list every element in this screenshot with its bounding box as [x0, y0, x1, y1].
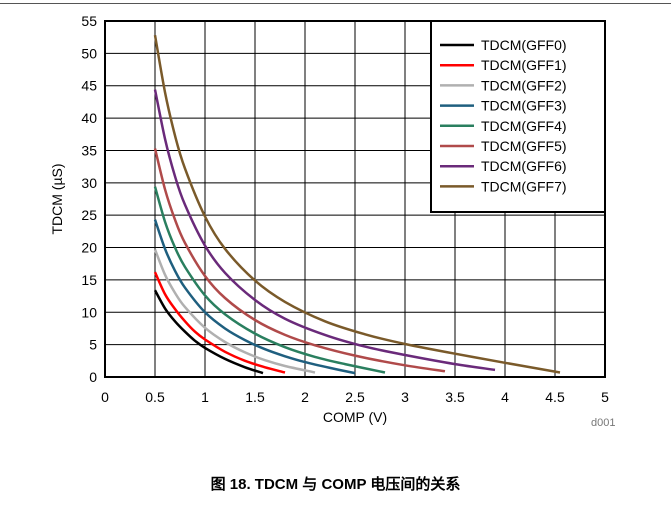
legend-label: TDCM(GFF0): [481, 37, 567, 53]
series-line-gff3: [153, 219, 356, 375]
x-tick-label: 5: [601, 389, 609, 405]
y-tick-label: 45: [81, 78, 97, 94]
x-tick-label: 2: [301, 389, 309, 405]
y-tick-label: 50: [81, 45, 97, 61]
y-tick-label: 55: [81, 13, 97, 29]
series-line-gff6: [153, 89, 496, 372]
y-tick-label: 20: [81, 240, 97, 256]
legend-label: TDCM(GFF7): [481, 178, 567, 194]
legend: TDCM(GFF0) TDCM(GFF1) TDCM(GFF2) TDCM(GFF3)…: [430, 20, 606, 213]
series-line-gff0: [153, 289, 264, 375]
legend-label: TDCM(GFF1): [481, 57, 567, 73]
y-tick-label: 15: [81, 272, 97, 288]
x-tick-label: 0: [101, 389, 109, 405]
y-tick-label: 5: [89, 337, 97, 353]
x-tick-label: 3: [401, 389, 409, 405]
y-axis-label: TDCM (µS): [49, 163, 65, 234]
legend-label: TDCM(GFF2): [481, 77, 567, 93]
series-line-gff5: [153, 148, 446, 373]
top-rule: [0, 3, 671, 4]
x-tick-label: 4: [501, 389, 509, 405]
series-line-gff7: [153, 34, 561, 374]
y-tick-label: 30: [81, 175, 97, 191]
y-tick-label: 10: [81, 304, 97, 320]
series-lines: [153, 34, 561, 375]
x-tick-label: 0.5: [145, 389, 165, 405]
series-line-gff4: [153, 186, 386, 374]
legend-label: TDCM(GFF4): [481, 118, 567, 134]
series-line-gff2: [153, 249, 316, 374]
y-tick-labels: 0 5 10 15 20 25 30 35 40 45 50 55: [81, 13, 97, 385]
x-axis-label: COMP (V): [323, 409, 387, 425]
figure-code: d001: [591, 417, 616, 429]
y-tick-label: 0: [89, 369, 97, 385]
x-tick-label: 2.5: [345, 389, 365, 405]
series-line-gff1: [153, 271, 286, 374]
y-tick-label: 40: [81, 110, 97, 126]
x-tick-labels: 0 0.5 1 1.5 2 2.5 3 3.5 4 4.5 5: [101, 389, 609, 405]
figure-caption: 图 18. TDCM 与 COMP 电压间的关系: [210, 476, 461, 493]
x-tick-label: 4.5: [545, 389, 565, 405]
y-tick-label: 25: [81, 207, 97, 223]
x-tick-label: 1: [201, 389, 209, 405]
legend-label: TDCM(GFF6): [481, 158, 567, 174]
legend-label: TDCM(GFF3): [481, 98, 567, 114]
legend-label: TDCM(GFF5): [481, 138, 567, 154]
x-tick-label: 3.5: [445, 389, 465, 405]
tdcm-vs-comp-chart: 0 0.5 1 1.5 2 2.5 3 3.5 4 4.5 5 0 5 10 15 20 25 30 35 40 45…: [49, 13, 609, 425]
legend-box: [430, 20, 606, 213]
x-tick-label: 1.5: [245, 389, 265, 405]
y-tick-label: 35: [81, 142, 97, 158]
